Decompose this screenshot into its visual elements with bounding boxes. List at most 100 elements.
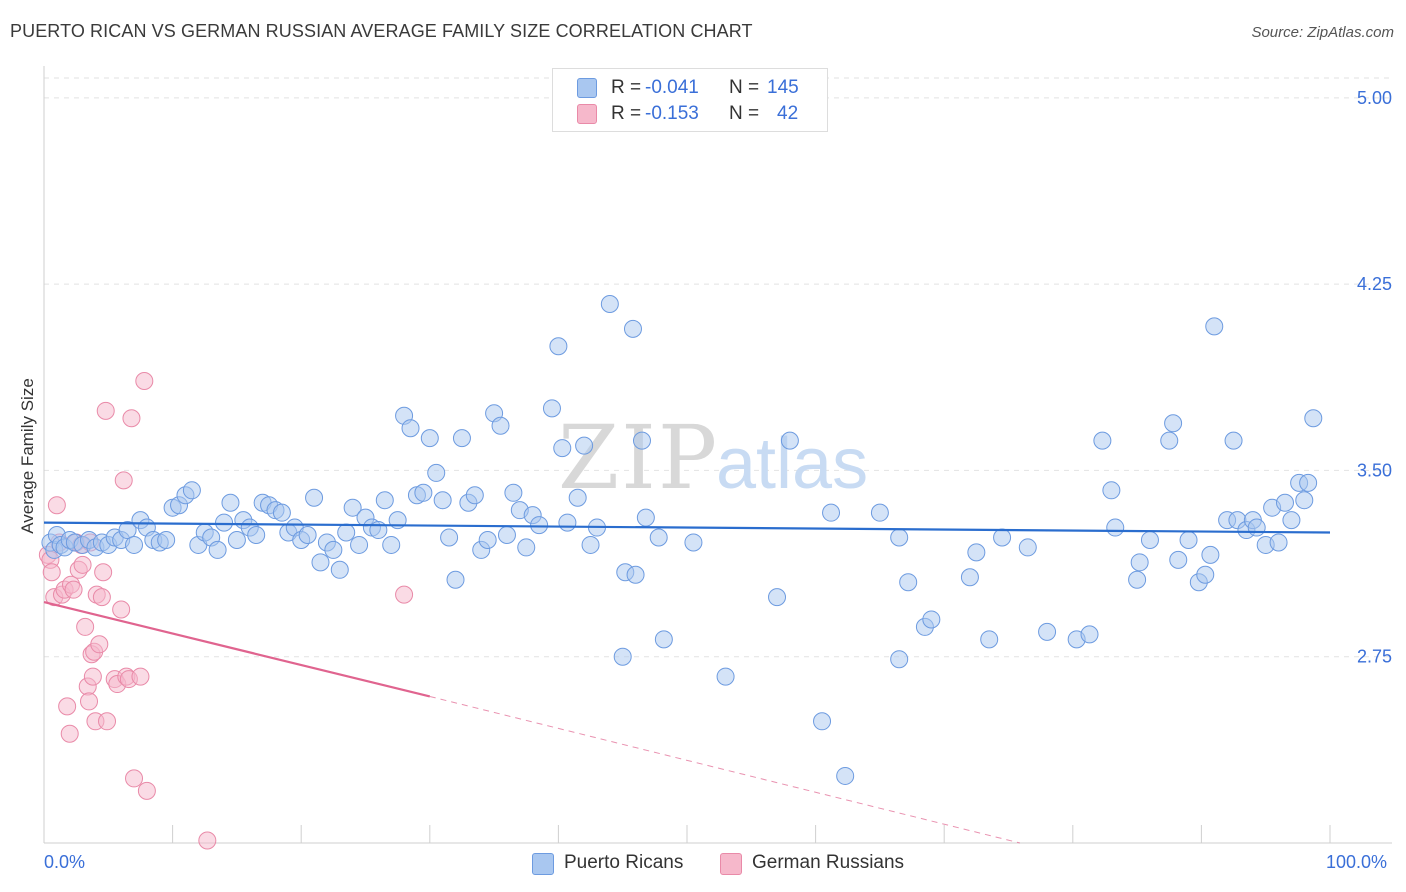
german-russians-point [42,563,61,582]
puerto-ricans-point [1304,409,1323,428]
puerto-ricans-point [497,526,516,545]
puerto-ricans-point [414,483,433,502]
german-russians-point [114,471,133,490]
puerto-ricans-point [822,503,841,522]
puerto-ricans-point [1205,317,1224,336]
y-tick-label: 3.50 [1357,460,1392,480]
bottom-legend-swatch-blue [532,853,554,875]
puerto-ricans-point [330,560,349,579]
puerto-ricans-point [553,439,572,458]
puerto-ricans-point [1018,538,1037,557]
puerto-ricans-point [1201,545,1220,564]
puerto-ricans-point [1269,533,1288,552]
puerto-ricans-point [716,667,735,686]
puerto-ricans-point [870,503,889,522]
puerto-ricans-point [960,568,979,587]
svg-text:ZIP: ZIP [558,406,719,509]
puerto-ricans-point [575,436,594,455]
puerto-ricans-point [446,570,465,589]
german-russians-point [60,724,79,743]
puerto-ricans-point [298,526,317,545]
german-russians-point [76,617,95,636]
gridlines [44,77,1392,658]
puerto-ricans-point [813,712,832,731]
legend-n-value: 42 [777,103,799,124]
puerto-ricans-point [558,513,577,532]
puerto-ricans-point [272,503,291,522]
puerto-ricans-point [1169,550,1188,569]
puerto-ricans-point [247,526,266,545]
y-tick-label: 2.75 [1357,647,1392,667]
correlation-legend: R = -0.041 N = 145 R = -0.153 N = 42 [552,68,828,132]
legend-swatch-blue [577,78,597,98]
puerto-ricans-point [1299,473,1318,492]
german-russians-point [122,409,141,428]
puerto-ricans-point [401,419,420,438]
puerto-ricans-point [568,488,587,507]
german-russians-point [94,563,113,582]
y-tick-labels: 5.00 4.25 3.50 2.75 [1357,88,1392,667]
puerto-ricans-point [343,498,362,517]
puerto-ricans-point [780,431,799,450]
puerto-ricans-point [350,535,369,554]
legend-n-label: N = [729,103,760,124]
german-russians-point [395,585,414,604]
puerto-ricans-point [890,650,909,669]
puerto-ricans-point [433,491,452,510]
puerto-ricans-point [613,647,632,666]
puerto-ricans-point [1164,414,1183,433]
puerto-ricans-point [118,521,137,540]
puerto-ricans-point [1196,565,1215,584]
puerto-ricans-point [1102,481,1121,500]
legend-r-label: R = [611,77,642,98]
puerto-ricans-point [305,488,324,507]
legend-r-label: R = [611,103,642,124]
puerto-ricans-point [382,535,401,554]
german-russians-point [92,588,111,607]
trendlines [43,521,1331,844]
puerto-ricans-point [311,553,330,572]
puerto-ricans-point [420,429,439,448]
puerto-ricans-point [1106,518,1125,537]
puerto-ricans-point [581,535,600,554]
puerto-ricans-point [993,528,1012,547]
legend-n-value: 145 [767,77,799,98]
puerto-ricans-point [636,508,655,527]
puerto-ricans-point [157,530,176,549]
german-russians-point [135,372,154,391]
x-tick-min: 0.0% [44,852,86,872]
y-tick-label: 5.00 [1357,88,1392,108]
puerto-ricans-point [623,319,642,338]
bottom-legend-label: German Russians [752,852,905,873]
puerto-ricans-point [626,565,645,584]
german-russians-point [80,692,99,711]
german-russians-point [58,697,77,716]
puerto-ricans-point [324,540,343,559]
puerto-ricans-point [1224,431,1243,450]
puerto-ricans-point [600,295,619,314]
german-russians-point [90,635,109,654]
legend-n-label: N = [729,77,760,98]
axes [43,66,1392,844]
source-label: Source: ZipAtlas.com [1251,24,1394,41]
y-tick-label: 4.25 [1357,274,1392,294]
german-russians-point [83,667,102,686]
puerto-ricans-point [427,463,446,482]
german-russians-point [198,831,217,850]
puerto-ricans-point [649,528,668,547]
puerto-ricans-point [221,493,240,512]
puerto-ricans-point [1295,491,1314,510]
german-russians-point [137,781,156,800]
bottom-legend-swatch-pink [720,853,742,875]
puerto-ricans-point [1130,553,1149,572]
puerto-ricans-point [465,486,484,505]
puerto-ricans-point [684,533,703,552]
puerto-ricans-point [922,610,941,629]
puerto-ricans-point [440,528,459,547]
puerto-ricans-point [1179,530,1198,549]
german-russians-point [125,769,144,788]
puerto-ricans-point [1038,622,1057,641]
german-russians-point [96,401,115,420]
german-russians-trendline-extension [429,695,1021,844]
puerto-ricans-point [504,483,523,502]
